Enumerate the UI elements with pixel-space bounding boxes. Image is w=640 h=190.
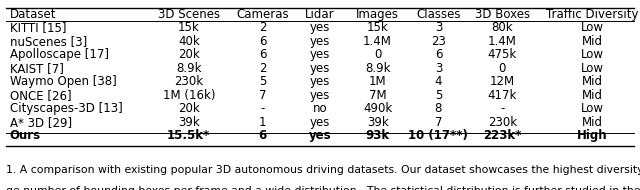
Text: ge number of bounding boxes per frame and a wide distribution.  The statistical : ge number of bounding boxes per frame an… — [6, 186, 640, 190]
Text: Low: Low — [580, 62, 604, 75]
Text: yes: yes — [308, 129, 332, 142]
Text: Waymo Open [38]: Waymo Open [38] — [10, 75, 116, 88]
Text: yes: yes — [310, 48, 330, 61]
Text: 40k: 40k — [178, 35, 200, 48]
Text: 12M: 12M — [490, 75, 515, 88]
Text: Lidar: Lidar — [305, 8, 335, 21]
Text: 15k: 15k — [367, 21, 388, 34]
Text: Low: Low — [580, 21, 604, 34]
Text: 2: 2 — [259, 62, 266, 75]
Text: yes: yes — [310, 62, 330, 75]
Text: 8.9k: 8.9k — [176, 62, 202, 75]
Text: Apolloscape [17]: Apolloscape [17] — [10, 48, 109, 61]
Text: yes: yes — [310, 89, 330, 102]
Text: 3D Scenes: 3D Scenes — [157, 8, 220, 21]
Text: Ours: Ours — [10, 129, 41, 142]
Text: Dataset: Dataset — [10, 8, 56, 21]
Text: Images: Images — [356, 8, 399, 21]
Text: -: - — [500, 102, 504, 115]
Text: 15k: 15k — [178, 21, 200, 34]
Text: ONCE [26]: ONCE [26] — [10, 89, 71, 102]
Text: 20k: 20k — [178, 48, 200, 61]
Text: Traffic Diversity: Traffic Diversity — [546, 8, 638, 21]
Text: 10 (17**): 10 (17**) — [408, 129, 468, 142]
Text: Cityscapes-3D [13]: Cityscapes-3D [13] — [10, 102, 122, 115]
Text: Low: Low — [580, 48, 604, 61]
Text: nuScenes [3]: nuScenes [3] — [10, 35, 87, 48]
Text: 7M: 7M — [369, 89, 387, 102]
Text: 1M (16k): 1M (16k) — [163, 89, 215, 102]
Text: 39k: 39k — [178, 116, 200, 129]
Text: yes: yes — [310, 35, 330, 48]
Text: Mid: Mid — [582, 35, 602, 48]
Text: 6: 6 — [259, 129, 266, 142]
Text: 8: 8 — [435, 102, 442, 115]
Text: 3: 3 — [435, 62, 442, 75]
Text: 7: 7 — [259, 89, 266, 102]
Text: High: High — [577, 129, 607, 142]
Text: 5: 5 — [259, 75, 266, 88]
Text: no: no — [313, 102, 327, 115]
Text: Classes: Classes — [416, 8, 461, 21]
Text: -: - — [260, 102, 264, 115]
Text: 80k: 80k — [492, 21, 513, 34]
Text: 417k: 417k — [488, 89, 517, 102]
Text: 20k: 20k — [178, 102, 200, 115]
Text: 0: 0 — [374, 48, 381, 61]
Text: 6: 6 — [259, 48, 266, 61]
Text: 15.5k*: 15.5k* — [167, 129, 211, 142]
Text: 0: 0 — [499, 62, 506, 75]
Text: Mid: Mid — [582, 89, 602, 102]
Text: yes: yes — [310, 75, 330, 88]
Text: yes: yes — [310, 116, 330, 129]
Text: Low: Low — [580, 102, 604, 115]
Text: yes: yes — [310, 21, 330, 34]
Text: 23: 23 — [431, 35, 446, 48]
Text: Mid: Mid — [582, 75, 602, 88]
Text: 1. A comparison with existing popular 3D autonomous driving datasets. Our datase: 1. A comparison with existing popular 3D… — [6, 165, 640, 175]
Text: 6: 6 — [259, 35, 266, 48]
Text: 7: 7 — [435, 116, 442, 129]
Text: KAIST [7]: KAIST [7] — [10, 62, 63, 75]
Text: 93k: 93k — [365, 129, 390, 142]
Text: 3D Boxes: 3D Boxes — [475, 8, 530, 21]
Text: 490k: 490k — [363, 102, 392, 115]
Text: 39k: 39k — [367, 116, 388, 129]
Text: 1: 1 — [259, 116, 266, 129]
Text: A* 3D [29]: A* 3D [29] — [10, 116, 72, 129]
Text: 1.4M: 1.4M — [363, 35, 392, 48]
Text: 4: 4 — [435, 75, 442, 88]
Text: 230k: 230k — [488, 116, 517, 129]
Text: KITTI [15]: KITTI [15] — [10, 21, 66, 34]
Text: 223k*: 223k* — [483, 129, 522, 142]
Text: 3: 3 — [435, 21, 442, 34]
Text: Cameras: Cameras — [236, 8, 289, 21]
Text: 1.4M: 1.4M — [488, 35, 517, 48]
Text: 8.9k: 8.9k — [365, 62, 390, 75]
Text: 475k: 475k — [488, 48, 517, 61]
Text: 5: 5 — [435, 89, 442, 102]
Text: 1M: 1M — [369, 75, 387, 88]
Text: Mid: Mid — [582, 116, 602, 129]
Text: 230k: 230k — [174, 75, 204, 88]
Text: 6: 6 — [435, 48, 442, 61]
Text: 2: 2 — [259, 21, 266, 34]
